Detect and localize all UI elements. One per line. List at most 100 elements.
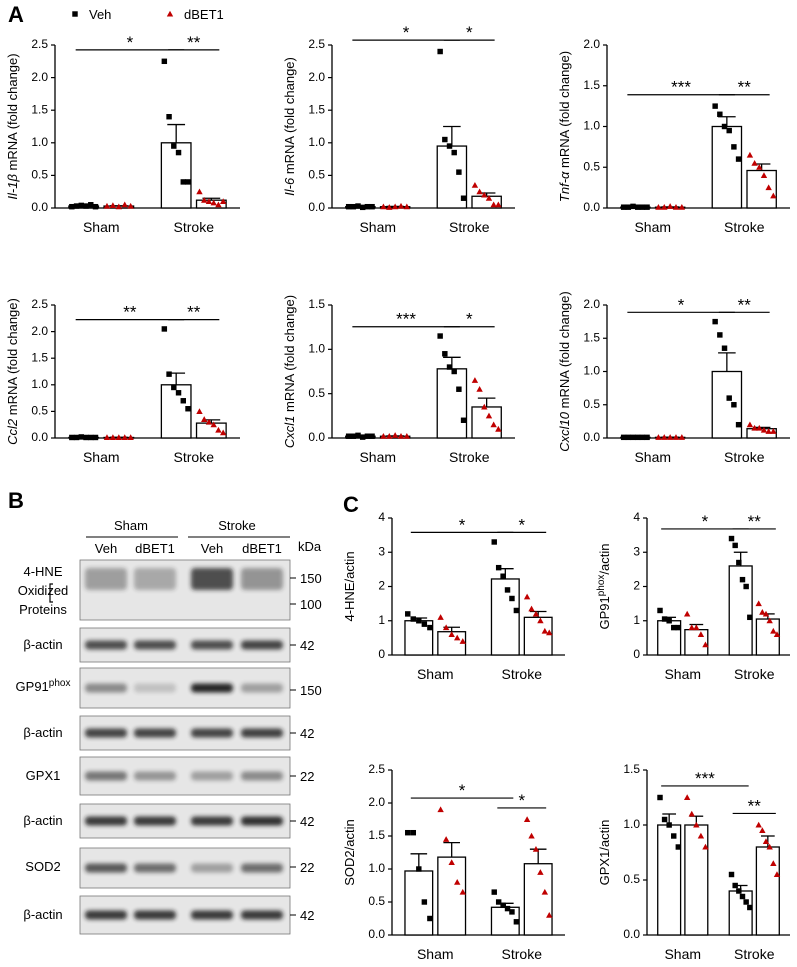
data-point [490,201,497,208]
bar [711,125,743,209]
bar [195,422,227,439]
data-point [495,564,502,571]
data-point [625,204,632,210]
y-tick-label: 0.0 [583,430,600,444]
data-point [630,203,636,210]
blot-band [191,910,233,920]
data-point [528,832,535,839]
x-tick-label: Stroke [724,219,765,235]
significance-label: * [702,512,709,531]
significance-label: * [678,295,685,314]
y-tick-label: 1.0 [31,377,48,391]
data-point [661,616,668,622]
significance-label: *** [695,769,715,788]
y-axis-label-part: Ccl2 [5,418,20,445]
data-point [115,434,123,441]
data-point [359,434,366,440]
blot-row-label: Oxidized [18,583,69,598]
data-point [109,434,117,441]
y-tick-label: 2.5 [368,762,385,776]
significance-label: ** [738,295,752,314]
data-point [644,434,650,441]
blot-band [241,728,283,738]
data-point [634,204,641,210]
x-tick-label: Stroke [502,946,543,962]
data-point [751,424,758,431]
significance-label: * [127,33,134,52]
y-axis-label-part: GPX1/actin [597,820,612,886]
data-point [369,203,375,210]
significance-label: * [403,23,410,42]
data-point [755,821,762,828]
y-axis-label: SOD2/actin [342,819,357,885]
data-point [500,573,506,579]
blot-row-label: β-actin [23,725,62,740]
data-point [491,539,497,545]
y-axis-label-part: Il-6 [282,177,297,196]
blot-band [85,863,127,873]
data-point [735,156,742,162]
data-point [364,433,371,439]
data-point [688,624,695,631]
data-point [405,611,411,617]
y-tick-label: 2.0 [31,324,48,338]
blot-row-label: SOD2 [25,859,60,874]
data-point [437,333,443,339]
y-tick-label: 0.0 [583,200,600,214]
y-axis-label-part: mRNA (fold change) [282,295,297,416]
y-axis-label-part: 4-HNE/actin [342,551,357,621]
x-tick-label: Stroke [449,219,490,235]
data-point [683,794,691,801]
data-point [639,434,646,441]
blot-band [191,640,233,650]
x-tick-label: Sham [417,666,454,682]
legend-marker [72,11,78,17]
y-tick-label: 1.0 [583,364,600,378]
data-point [397,433,405,439]
data-point [121,201,128,208]
blot-band [85,568,127,590]
data-point [537,617,544,624]
y-tick-label: 0.0 [308,430,325,444]
data-point [109,202,117,208]
data-point [728,871,735,878]
blot-lane: Veh [201,541,223,556]
data-point [743,583,749,590]
data-point [683,610,691,617]
data-point [736,888,742,894]
data-point [219,198,227,205]
y-axis-label: Tnf-α mRNA (fold change) [557,51,572,202]
data-point [765,428,772,434]
data-point [350,433,357,439]
data-point [73,203,80,209]
y-tick-label: 1.0 [368,861,385,875]
data-point [735,421,742,428]
y-tick-label: 1 [633,613,640,627]
data-point [675,624,682,631]
data-point [732,542,738,549]
blot-lane: Veh [95,541,117,556]
blot-band [134,910,176,920]
blot-band [85,728,127,738]
data-point [437,614,444,620]
data-point [732,882,738,889]
significance-label: ** [123,303,137,322]
data-point [661,434,668,440]
data-point [471,181,479,188]
data-point [69,203,75,210]
data-point [454,634,461,641]
data-point [513,607,520,614]
blot-band [134,728,176,738]
y-axis-label-part: mRNA (fold change) [282,57,297,178]
y-axis-label-part: Cxcl10 [557,411,572,452]
data-point [78,202,85,209]
data-point [403,433,411,439]
blot-lane: dBET1 [135,541,175,556]
legend-marker [166,10,174,17]
data-point [625,434,632,441]
data-point [481,191,488,198]
y-tick-label: 1.0 [583,119,600,133]
legend-label: dBET1 [184,7,224,22]
data-point [69,434,75,441]
blot-row-label-part: β-actin [23,725,62,740]
